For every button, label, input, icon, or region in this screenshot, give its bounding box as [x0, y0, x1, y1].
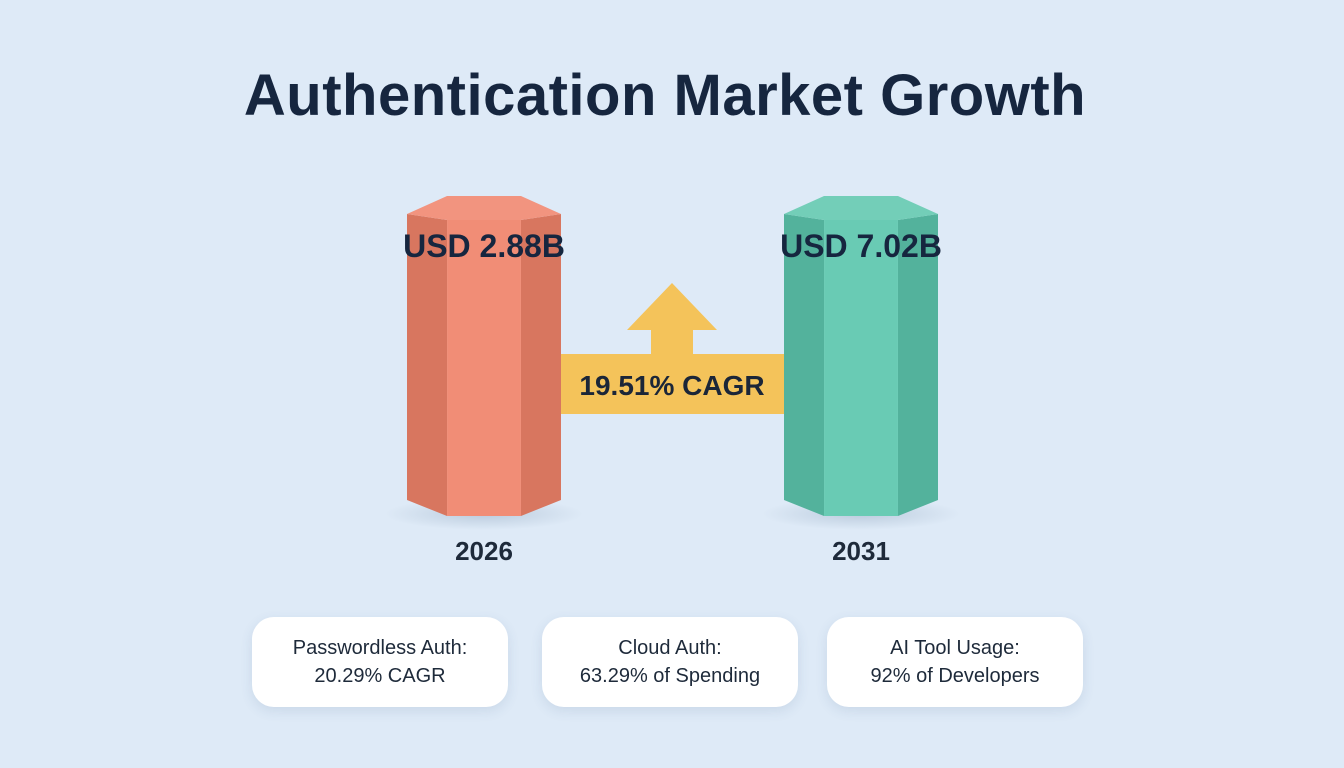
stat-card-label: Passwordless Auth:: [292, 637, 468, 659]
cagr-arrow: 19.51% CAGR: [560, 283, 786, 414]
stat-card-cloud-auth: Cloud Auth: 63.29% of Spending: [542, 617, 798, 707]
chart-title: Authentication Market Growth: [243, 63, 1087, 128]
stat-card-value: 63.29% of Spending: [579, 665, 761, 687]
bar-2026: [385, 196, 583, 530]
stat-card-label: Cloud Auth:: [618, 637, 722, 659]
stat-card-value: 92% of Developers: [870, 665, 1040, 687]
data-label-2026: USD 2.88B: [403, 228, 565, 264]
category-label-2026: 2026: [455, 536, 513, 566]
stat-card-value: 20.29% CAGR: [314, 665, 446, 687]
bar-2031: [762, 196, 960, 530]
stat-card-passwordless: Passwordless Auth: 20.29% CAGR: [252, 617, 508, 707]
data-label-2031: USD 7.02B: [780, 228, 942, 264]
stat-card-label: AI Tool Usage:: [890, 637, 1020, 659]
cagr-label: 19.51% CAGR: [579, 370, 764, 401]
stat-card-ai-tool-usage: AI Tool Usage: 92% of Developers: [827, 617, 1083, 707]
category-label-2031: 2031: [832, 536, 890, 566]
